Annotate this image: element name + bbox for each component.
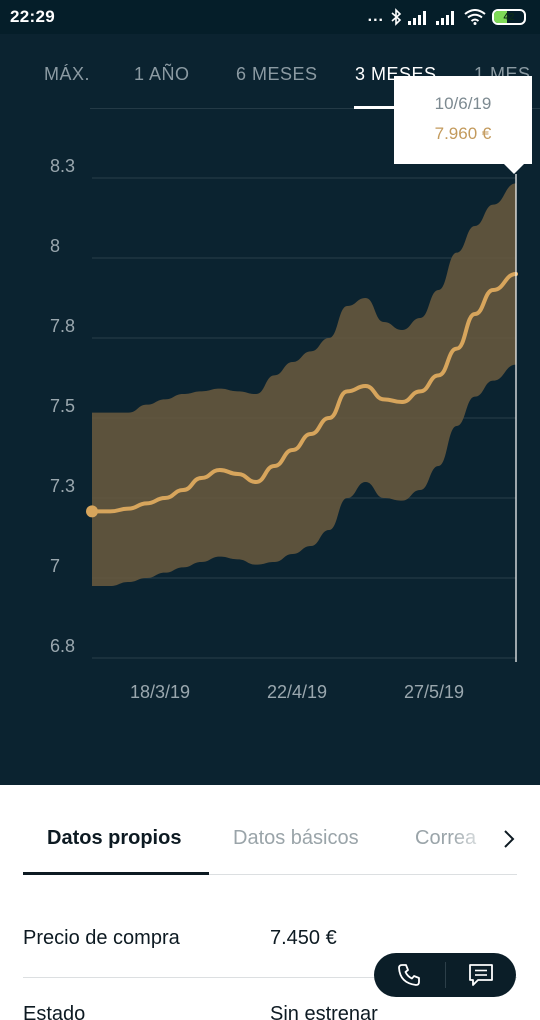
battery-level: 42 <box>503 11 515 23</box>
status-time: 22:29 <box>10 7 55 26</box>
detail-value: 7.450 € <box>270 927 337 949</box>
call-button[interactable] <box>374 953 445 997</box>
chat-icon <box>468 964 493 986</box>
detail-label: Precio de compra <box>23 927 180 949</box>
range-tab-1-year[interactable]: 1 AÑO <box>134 64 190 84</box>
row-divider <box>23 977 517 978</box>
tooltip-value: 7.960 € <box>434 124 492 143</box>
y-axis-tick-label: 7.3 <box>50 476 75 496</box>
pill-separator <box>444 962 446 988</box>
contact-pill <box>374 953 516 997</box>
tooltip-date: 10/6/19 <box>434 94 492 113</box>
range-tab-max[interactable]: MÁX. <box>44 64 91 84</box>
status-icons: ... 42 <box>368 8 526 26</box>
price-chart[interactable]: 8.3 8 7.8 7.5 7.3 7 6.8 18/3/19 22/4/19 27/5/19 <box>0 34 540 785</box>
detail-tab-indicator <box>23 872 209 875</box>
range-tab-6-months[interactable]: 6 MESES <box>236 64 318 84</box>
detail-tabs: Datos propios Datos básicos Correa <box>0 785 540 877</box>
status-bar: 22:29 ... 42 <box>0 0 540 34</box>
y-axis-tick-label: 7.5 <box>50 396 75 416</box>
bluetooth-icon <box>391 8 402 26</box>
detail-row-estado: Estado Sin estrenar <box>0 980 540 1020</box>
detail-value: Sin estrenar <box>270 1003 378 1020</box>
detail-tabs-divider <box>23 874 517 875</box>
y-axis-tick-label: 8 <box>50 236 60 256</box>
y-axis-tick-label: 7.8 <box>50 316 75 336</box>
y-axis-tick-label: 6.8 <box>50 636 75 656</box>
tabs-fade <box>450 815 495 865</box>
detail-label: Estado <box>23 1003 86 1020</box>
chat-button[interactable] <box>446 953 517 997</box>
range-tabs-divider <box>90 108 540 109</box>
wifi-icon <box>464 9 486 25</box>
signal-icon-2 <box>436 11 454 25</box>
price-line <box>90 272 518 514</box>
tab-datos-propios[interactable]: Datos propios <box>47 827 182 849</box>
y-axis-tick-label: 7 <box>50 556 60 576</box>
detail-row-precio: Precio de compra 7.450 € <box>0 905 540 978</box>
battery-icon: 42 <box>492 9 526 25</box>
chevron-right-icon[interactable] <box>498 827 520 851</box>
phone-icon <box>398 964 421 986</box>
x-axis-tick-label: 22/4/19 <box>267 682 327 702</box>
confidence-band <box>92 183 516 587</box>
x-axis-tick-label: 18/3/19 <box>130 682 190 702</box>
price-chart-panel: 8.3 8 7.8 7.5 7.3 7 6.8 18/3/19 22/4/19 27/5/19 M… <box>0 34 540 785</box>
tab-datos-basicos[interactable]: Datos básicos <box>233 827 359 849</box>
notification-dots: ... <box>367 8 384 25</box>
start-point-marker <box>86 505 98 518</box>
x-axis-tick-label: 27/5/19 <box>404 682 464 702</box>
signal-icon <box>408 11 426 25</box>
y-axis-tick-label: 8.3 <box>50 156 75 176</box>
chart-tooltip: 10/6/19 7.960 € <box>394 76 532 174</box>
